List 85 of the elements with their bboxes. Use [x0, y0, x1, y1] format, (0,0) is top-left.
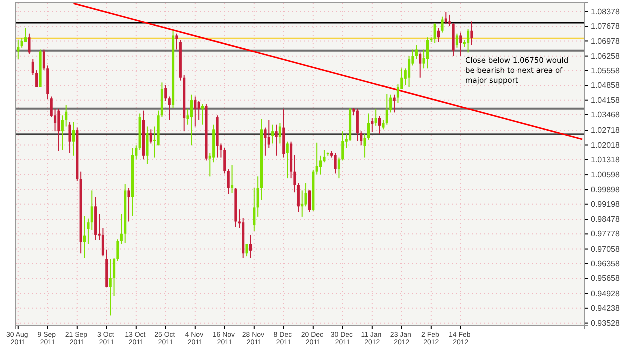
candlestick [360, 131, 363, 146]
y-tick-label: 1.04158 [591, 96, 620, 105]
y-tick-label: 1.03468 [591, 110, 620, 120]
candlestick [319, 155, 322, 176]
candlestick [334, 152, 337, 174]
candlestick [168, 96, 171, 121]
candlestick [102, 228, 105, 258]
candlestick [378, 116, 382, 135]
y-tick-label: 1.05558 [591, 66, 620, 76]
candlestick [275, 124, 278, 156]
candlestick [415, 44, 418, 60]
candlestick [20, 38, 24, 48]
candlestick [58, 108, 60, 152]
candlestick [68, 122, 72, 154]
y-tick-label: 0.93528 [591, 318, 620, 328]
candlestick [466, 28, 470, 54]
candlestick [176, 33, 178, 50]
candlestick [460, 32, 462, 57]
candlestick [419, 52, 422, 78]
y-tick-label: 1.06258 [591, 52, 620, 61]
y-tick-label: 0.97778 [591, 230, 620, 239]
candlestick [441, 16, 444, 34]
candlestick [198, 100, 200, 121]
candlestick [24, 28, 28, 43]
y-tick-label: 0.94928 [591, 290, 620, 299]
candlestick [72, 122, 75, 156]
candlestick [90, 190, 94, 231]
y-tick-label: 0.99198 [591, 200, 620, 209]
candlestick [316, 142, 318, 176]
candlestick [426, 37, 430, 70]
candlestick [230, 164, 234, 194]
candlestick [308, 190, 312, 213]
candlestick [286, 141, 289, 180]
candlestick [201, 104, 204, 126]
candlestick [194, 96, 197, 128]
candlestick [338, 157, 341, 180]
candlestick [444, 12, 448, 25]
candlestick [356, 108, 359, 142]
candlestick [109, 258, 112, 316]
candlestick [224, 148, 226, 174]
y-tick-label: 0.97058 [591, 244, 620, 254]
candlestick [268, 120, 270, 149]
candlestick [246, 244, 248, 258]
candlestick [36, 70, 38, 88]
y-tick-label: 1.06978 [591, 36, 620, 46]
candlestick [28, 33, 31, 55]
candlestick [256, 176, 260, 218]
candlestick [249, 234, 252, 259]
candlestick [190, 94, 194, 146]
y-tick-label: 0.99898 [591, 185, 620, 194]
candlestick [227, 168, 230, 195]
candlestick [437, 28, 440, 43]
candlestick [128, 187, 130, 222]
y-tick-label: 0.96358 [591, 260, 620, 269]
candlestick [408, 56, 411, 88]
candlestick [17, 40, 20, 60]
candlestick [272, 124, 274, 144]
candlestick [164, 84, 168, 102]
candlestick [434, 23, 436, 44]
candlestick [61, 115, 64, 151]
candlestick [150, 129, 152, 144]
candlestick [65, 104, 68, 128]
candlestick [253, 187, 256, 232]
y-tick-label: 1.02718 [591, 126, 620, 136]
y-tick-label: 0.94238 [591, 304, 620, 313]
y-tick-label: 1.07678 [591, 22, 620, 32]
candlestick [456, 33, 459, 48]
candlestick [42, 49, 46, 72]
candlestick [390, 94, 392, 114]
y-tick-label: 1.08378 [591, 7, 620, 16]
y-tick-label: 1.00598 [591, 170, 620, 180]
candlestick [470, 21, 474, 46]
y-tick-label: 0.98478 [591, 215, 620, 224]
y-tick-label: 1.04858 [591, 81, 620, 90]
candlestick [386, 94, 388, 126]
y-tick-label: 0.95658 [591, 274, 620, 284]
candlestick [83, 216, 86, 259]
candlestick [32, 58, 34, 76]
candlestick [278, 122, 282, 144]
candlestick [342, 131, 344, 162]
y-tick-label: 1.01318 [591, 155, 620, 164]
candlestick [374, 108, 378, 126]
y-tick-label: 1.02018 [591, 140, 620, 150]
candlestick [146, 126, 149, 165]
candlestick [393, 94, 396, 114]
